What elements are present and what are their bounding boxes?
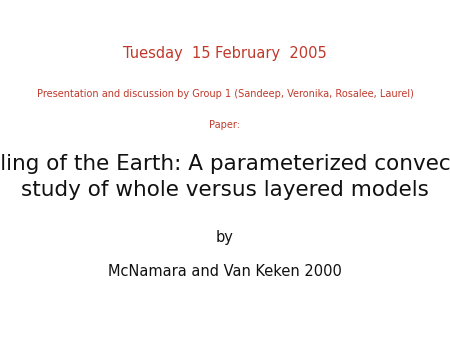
Text: by: by (216, 230, 234, 245)
Text: McNamara and Van Keken 2000: McNamara and Van Keken 2000 (108, 264, 342, 279)
Text: Cooling of the Earth: A parameterized convection
study of whole versus layered m: Cooling of the Earth: A parameterized co… (0, 154, 450, 200)
Text: Paper:: Paper: (210, 120, 240, 130)
Text: Tuesday  15 February  2005: Tuesday 15 February 2005 (123, 47, 327, 61)
Text: Presentation and discussion by Group 1 (Sandeep, Veronika, Rosalee, Laurel): Presentation and discussion by Group 1 (… (36, 89, 414, 99)
